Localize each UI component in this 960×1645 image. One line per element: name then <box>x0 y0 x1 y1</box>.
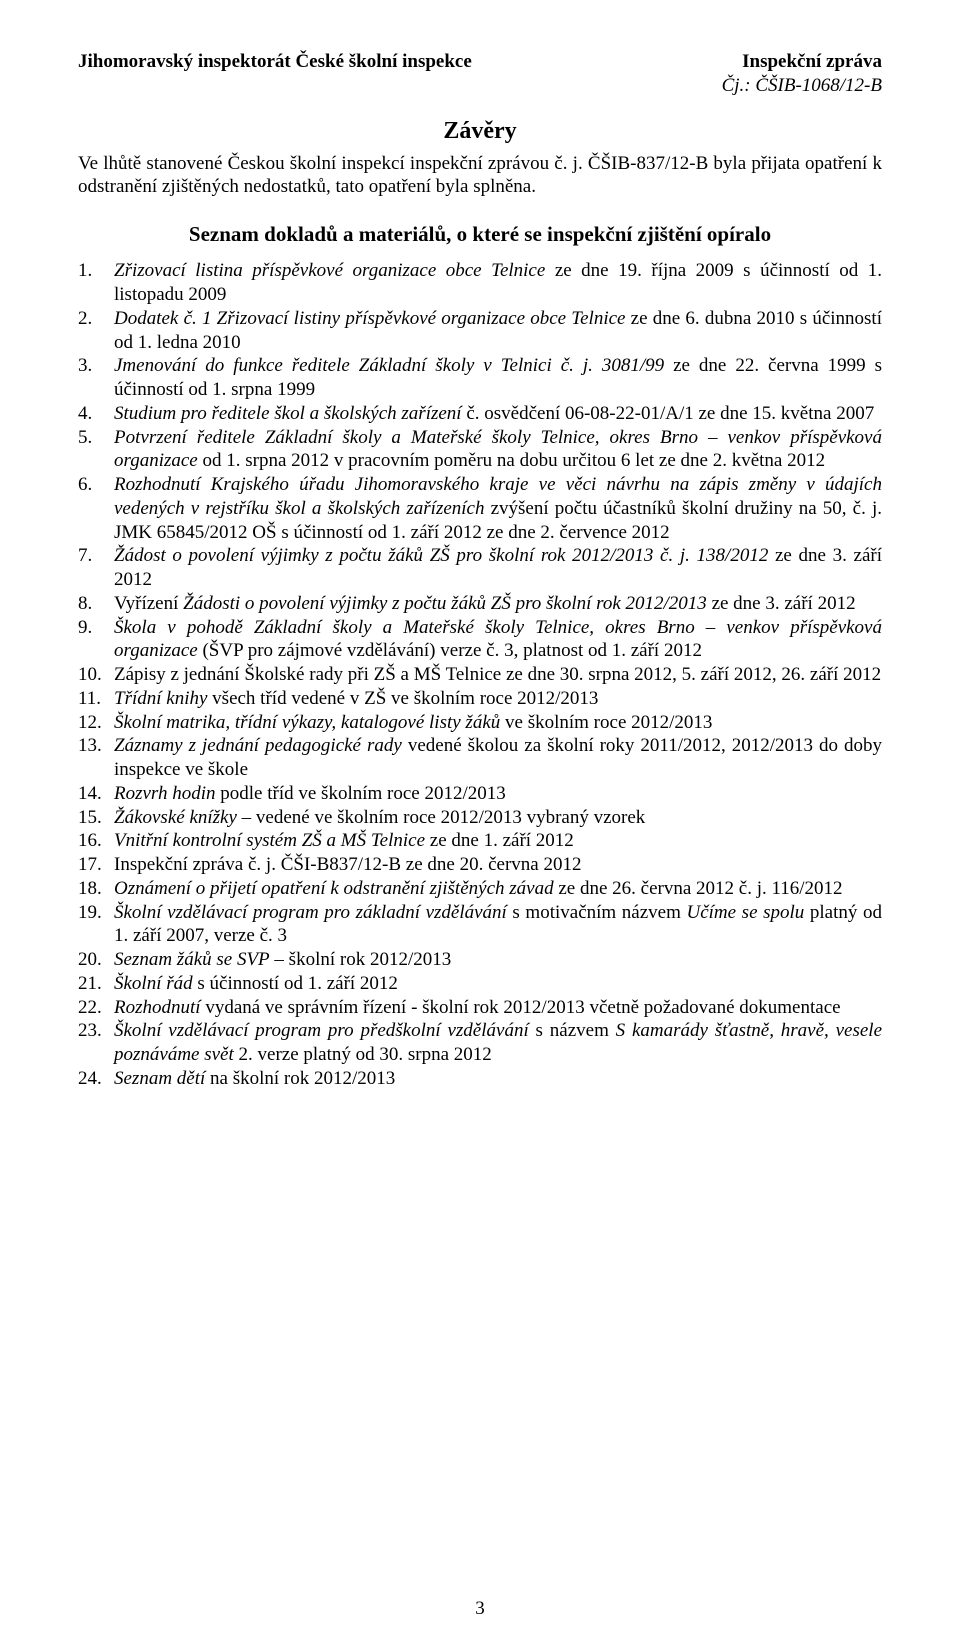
text-run: ze dne 3. září 2012 <box>707 593 856 614</box>
header-report-label: Inspekční zpráva <box>722 50 882 74</box>
intro-paragraph: Ve lhůtě stanovené Českou školní inspekc… <box>78 152 882 200</box>
text-run: Vyřízení <box>114 593 183 614</box>
list-item: Dodatek č. 1 Zřizovací listiny příspěvko… <box>78 307 882 355</box>
text-run: Zřizovací listina příspěvkové organizace… <box>114 260 545 281</box>
text-run: Učíme se spolu <box>686 902 804 923</box>
header-ref-number: Čj.: ČŠIB-1068/12-B <box>722 74 882 98</box>
header-left: Jihomoravský inspektorát České školní in… <box>78 50 472 98</box>
text-run: – vedené ve školním roce 2012/2013 vybra… <box>237 807 645 828</box>
text-run: Školní matrika, třídní výkazy, katalogov… <box>114 712 500 733</box>
text-run: Školní vzdělávací program pro základní v… <box>114 902 507 923</box>
list-item: Jmenování do funkce ředitele Základní šk… <box>78 354 882 402</box>
list-item: Rozvrh hodin podle tříd ve školním roce … <box>78 782 882 806</box>
list-item: Seznam dětí na školní rok 2012/2013 <box>78 1067 882 1091</box>
text-run: Školní řád <box>114 973 193 994</box>
text-run: ve školním roce 2012/2013 <box>500 712 712 733</box>
list-item: Záznamy z jednání pedagogické rady veden… <box>78 734 882 782</box>
list-item: Školní matrika, třídní výkazy, katalogov… <box>78 711 882 735</box>
text-run: podle tříd ve školním roce 2012/2013 <box>216 783 506 804</box>
text-run: od 1. srpna 2012 v pracovním poměru na d… <box>198 450 825 471</box>
text-run: vydaná ve správním řízení - školní rok 2… <box>201 997 841 1018</box>
list-item: Zápisy z jednání Školské rady při ZŠ a M… <box>78 663 882 687</box>
text-run: všech tříd vedené v ZŠ ve školním roce 2… <box>207 688 598 709</box>
text-run: Oznámení o přijetí opatření k odstranění… <box>114 878 554 899</box>
text-run: ze dne 1. září 2012 <box>425 830 574 851</box>
page-header: Jihomoravský inspektorát České školní in… <box>78 50 882 98</box>
text-run: na školní rok 2012/2013 <box>205 1068 395 1089</box>
page-title: Závěry <box>78 116 882 146</box>
list-item: Studium pro ředitele škol a školských za… <box>78 402 882 426</box>
text-run: Vnitřní kontrolní systém ZŠ a MŠ Telnice <box>114 830 425 851</box>
text-run: s účinností od 1. září 2012 <box>193 973 398 994</box>
text-run: Žádosti o povolení výjimky z počtu žáků … <box>183 593 707 614</box>
text-run: (ŠVP pro zájmové vzdělávání) verze č. 3,… <box>198 640 702 661</box>
text-run: Rozhodnutí <box>114 997 201 1018</box>
text-run: č. osvědčení 06-08-22-01/A/1 ze dne 15. … <box>462 403 875 424</box>
document-page: Jihomoravský inspektorát České školní in… <box>0 0 960 1645</box>
list-item: Oznámení o přijetí opatření k odstranění… <box>78 877 882 901</box>
text-run: Třídní knihy <box>114 688 207 709</box>
text-run: ze dne 26. června 2012 č. j. 116/2012 <box>554 878 843 899</box>
list-item: Rozhodnutí vydaná ve správním řízení - š… <box>78 996 882 1020</box>
list-item: Inspekční zpráva č. j. ČŠI-B837/12-B ze … <box>78 853 882 877</box>
text-run: Dodatek č. 1 Zřizovací listiny příspěvko… <box>114 308 625 329</box>
list-item: Žádost o povolení výjimky z počtu žáků Z… <box>78 544 882 592</box>
header-right: Inspekční zpráva Čj.: ČŠIB-1068/12-B <box>722 50 882 98</box>
list-item: Školní vzdělávací program pro základní v… <box>78 901 882 949</box>
list-item: Školní řád s účinností od 1. září 2012 <box>78 972 882 996</box>
list-item: Školní vzdělávací program pro předškolní… <box>78 1019 882 1067</box>
text-run: Seznam žáků se SVP <box>114 949 270 970</box>
text-run: Žádost o povolení výjimky z počtu žáků Z… <box>114 545 768 566</box>
text-run: Žákovské knížky <box>114 807 237 828</box>
list-item: Rozhodnutí Krajského úřadu Jihomoravskéh… <box>78 473 882 544</box>
text-run: s motivačním názvem <box>507 902 687 923</box>
text-run: Studium pro ředitele škol a školských za… <box>114 403 462 424</box>
list-item: Vyřízení Žádosti o povolení výjimky z po… <box>78 592 882 616</box>
text-run: Seznam dětí <box>114 1068 205 1089</box>
list-item: Potvrzení ředitele Základní školy a Mate… <box>78 426 882 474</box>
text-run: s názvem <box>529 1020 616 1041</box>
list-item: Seznam žáků se SVP – školní rok 2012/201… <box>78 948 882 972</box>
text-run: Záznamy z jednání pedagogické rady <box>114 735 402 756</box>
text-run: – školní rok 2012/2013 <box>270 949 452 970</box>
text-run: Inspekční zpráva č. j. ČŠI-B837/12-B ze … <box>114 854 581 875</box>
document-list: Zřizovací listina příspěvkové organizace… <box>78 259 882 1090</box>
text-run: Jmenování do funkce ředitele Základní šk… <box>114 355 664 376</box>
text-run: Zápisy z jednání Školské rady při ZŠ a M… <box>114 664 881 685</box>
list-item: Žákovské knížky – vedené ve školním roce… <box>78 806 882 830</box>
list-item: Škola v pohodě Základní školy a Mateřské… <box>78 616 882 664</box>
list-item: Třídní knihy všech tříd vedené v ZŠ ve š… <box>78 687 882 711</box>
page-number: 3 <box>0 1597 960 1621</box>
section-heading: Seznam dokladů a materiálů, o které se i… <box>78 221 882 247</box>
list-item: Zřizovací listina příspěvkové organizace… <box>78 259 882 307</box>
text-run: Školní vzdělávací program pro předškolní… <box>114 1020 529 1041</box>
list-item: Vnitřní kontrolní systém ZŠ a MŠ Telnice… <box>78 829 882 853</box>
text-run: Rozvrh hodin <box>114 783 216 804</box>
text-run: 2. verze platný od 30. srpna 2012 <box>234 1044 492 1065</box>
